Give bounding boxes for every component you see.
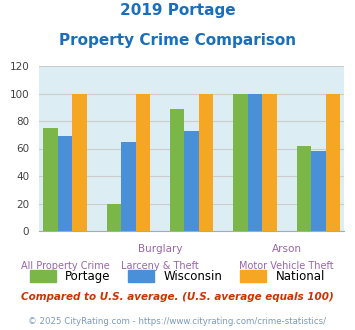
Text: Larceny & Theft: Larceny & Theft [121,261,199,271]
Bar [136,93,150,231]
Text: © 2025 CityRating.com - https://www.cityrating.com/crime-statistics/: © 2025 CityRating.com - https://www.city… [28,317,327,326]
Bar [107,204,121,231]
Bar [326,93,340,231]
Text: 2019 Portage: 2019 Portage [120,3,235,18]
Text: Property Crime Comparison: Property Crime Comparison [59,33,296,48]
Bar [121,142,136,231]
Bar [58,136,72,231]
Text: Compared to U.S. average. (U.S. average equals 100): Compared to U.S. average. (U.S. average … [21,292,334,302]
Text: Burglary: Burglary [138,244,182,254]
Bar [311,151,326,231]
Bar [234,93,248,231]
Bar [185,131,199,231]
Bar [262,93,277,231]
Text: Arson: Arson [272,244,302,254]
Text: All Property Crime: All Property Crime [21,261,109,271]
Bar [72,93,87,231]
Bar [199,93,213,231]
Bar [43,128,58,231]
Text: Motor Vehicle Theft: Motor Vehicle Theft [239,261,334,271]
Bar [170,109,185,231]
Bar [297,146,311,231]
Bar [248,93,262,231]
Legend: Portage, Wisconsin, National: Portage, Wisconsin, National [25,265,330,287]
